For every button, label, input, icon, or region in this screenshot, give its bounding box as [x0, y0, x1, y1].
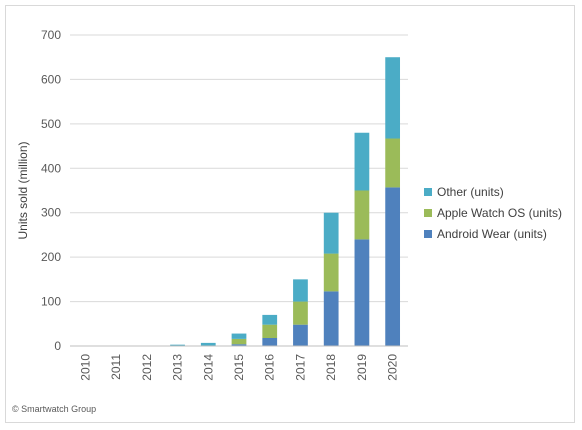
bar-segment — [231, 344, 247, 346]
x-tick-label: 2010 — [78, 354, 92, 381]
bar-segment — [170, 344, 185, 346]
bar-segment — [200, 342, 216, 346]
x-tick-label: 2013 — [171, 354, 185, 381]
x-tick-label: 2014 — [201, 354, 215, 381]
credit-text: © Smartwatch Group — [12, 404, 96, 414]
bar-segment — [293, 279, 308, 302]
y-axis-ticks: 0 100 200 300 400 500 600 700 — [41, 28, 61, 353]
legend: Other (units) Apple Watch OS (units) Andro… — [424, 185, 562, 241]
legend-label: Other (units) — [437, 185, 504, 199]
x-tick-label: 2019 — [355, 354, 369, 381]
bar-segment — [262, 314, 278, 325]
y-axis-label: Units sold (million) — [16, 141, 30, 239]
x-tick-label: 2011 — [109, 354, 123, 380]
bar-segment — [385, 138, 401, 188]
legend-swatch — [424, 230, 432, 238]
x-tick-label: 2020 — [386, 354, 400, 381]
bar-segment — [354, 190, 370, 240]
x-tick-label: 2015 — [232, 354, 246, 381]
x-tick-label: 2012 — [140, 354, 154, 381]
bar-segment — [385, 187, 401, 346]
y-tick-label: 400 — [41, 161, 61, 175]
y-tick-label: 100 — [41, 295, 61, 309]
bar-segment — [323, 212, 339, 254]
legend-label: Android Wear (units) — [437, 227, 547, 241]
bar-segment — [323, 291, 339, 346]
bar-segment — [293, 324, 308, 346]
bar-segment — [354, 132, 370, 191]
bar-segment — [354, 239, 370, 346]
bar-segment — [231, 333, 247, 339]
bar-segment — [262, 324, 278, 339]
bar-segment — [262, 338, 278, 346]
x-tick-label: 2018 — [324, 354, 338, 381]
y-tick-label: 0 — [54, 339, 61, 353]
x-tick-label: 2017 — [293, 354, 307, 381]
bars — [77, 57, 401, 346]
legend-swatch — [424, 188, 432, 196]
y-tick-label: 200 — [41, 250, 61, 264]
bar-segment — [323, 253, 339, 292]
chart-frame — [5, 5, 575, 423]
legend-swatch — [424, 209, 432, 217]
bar-segment — [293, 301, 308, 325]
bar-segment — [231, 338, 247, 345]
bar-segment — [385, 57, 401, 139]
x-tick-label: 2016 — [263, 354, 277, 381]
gridlines — [70, 34, 408, 303]
y-tick-label: 300 — [41, 206, 61, 220]
x-axis-ticks: 2010 2011 2012 2013 2014 2015 2016 2017 2018 2019… — [78, 354, 399, 381]
y-tick-label: 700 — [41, 28, 61, 42]
y-tick-label: 500 — [41, 117, 61, 131]
y-tick-label: 600 — [41, 72, 61, 86]
legend-label: Apple Watch OS (units) — [437, 206, 562, 220]
